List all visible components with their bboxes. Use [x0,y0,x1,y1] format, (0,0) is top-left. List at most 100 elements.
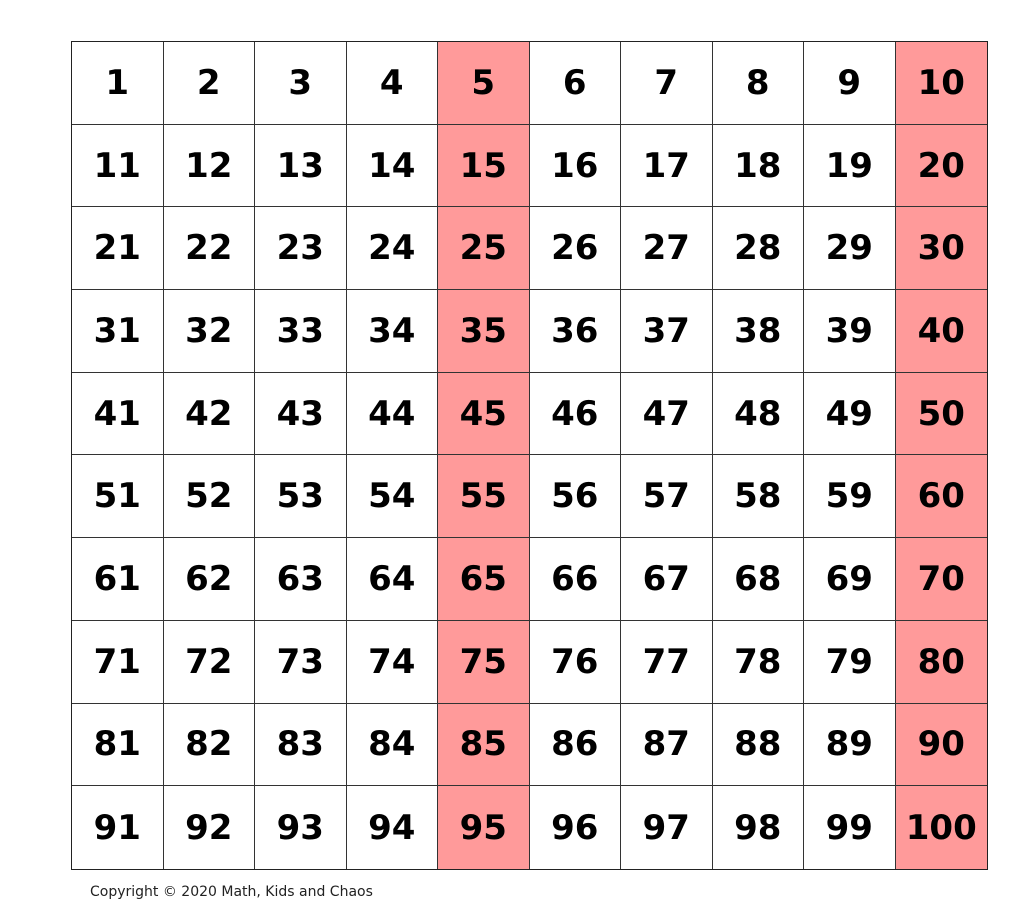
number-cell: 29 [804,207,896,291]
number-cell: 52 [163,455,255,539]
number-cell: 48 [712,372,804,456]
number-cell: 27 [621,207,713,291]
number-cell: 7 [621,42,713,125]
number-cell: 20 [895,124,987,208]
number-cell: 2 [163,42,255,125]
number-cell: 1 [72,42,164,125]
number-cell: 63 [255,538,347,621]
number-cell: 38 [712,290,804,373]
number-cell: 58 [712,455,804,539]
number-cell: 9 [804,42,896,125]
number-cell: 64 [346,538,438,621]
number-cell: 68 [712,538,804,621]
number-cell: 41 [72,372,164,456]
number-cell: 54 [346,455,438,539]
number-cell: 99 [804,786,896,869]
number-cell: 32 [163,290,255,373]
number-cell: 26 [529,207,621,291]
number-cell: 50 [895,372,987,456]
number-cell: 93 [255,786,347,869]
number-cell: 95 [438,786,530,869]
number-cell: 82 [163,703,255,787]
number-cell: 83 [255,703,347,787]
number-cell: 21 [72,207,164,291]
number-cell: 17 [621,124,713,208]
copyright-text: Copyright © 2020 Math, Kids and Chaos [90,884,373,900]
number-cell: 86 [529,703,621,787]
number-cell: 43 [255,372,347,456]
number-cell: 51 [72,455,164,539]
number-cell: 19 [804,124,896,208]
number-cell: 15 [438,124,530,208]
number-cell: 79 [804,620,896,704]
number-cell: 39 [804,290,896,373]
number-cell: 28 [712,207,804,291]
number-cell: 91 [72,786,164,869]
number-cell: 78 [712,620,804,704]
number-cell: 16 [529,124,621,208]
number-cell: 45 [438,372,530,456]
number-cell: 18 [712,124,804,208]
number-cell: 94 [346,786,438,869]
number-cell: 14 [346,124,438,208]
number-cell: 24 [346,207,438,291]
number-cell: 40 [895,290,987,373]
number-cell: 22 [163,207,255,291]
number-cell: 89 [804,703,896,787]
number-cell: 3 [255,42,347,125]
number-cell: 4 [346,42,438,125]
number-cell: 97 [621,786,713,869]
number-cell: 66 [529,538,621,621]
number-cell: 34 [346,290,438,373]
number-cell: 96 [529,786,621,869]
number-cell: 85 [438,703,530,787]
number-cell: 44 [346,372,438,456]
number-cell: 88 [712,703,804,787]
number-cell: 6 [529,42,621,125]
number-cell: 92 [163,786,255,869]
number-cell: 67 [621,538,713,621]
number-cell: 56 [529,455,621,539]
number-cell: 62 [163,538,255,621]
number-cell: 10 [895,42,987,125]
number-cell: 69 [804,538,896,621]
number-cell: 46 [529,372,621,456]
number-cell: 70 [895,538,987,621]
number-cell: 59 [804,455,896,539]
number-cell: 53 [255,455,347,539]
number-cell: 36 [529,290,621,373]
number-cell: 11 [72,124,164,208]
number-cell: 31 [72,290,164,373]
number-cell: 8 [712,42,804,125]
number-cell: 35 [438,290,530,373]
number-cell: 100 [895,786,987,869]
number-cell: 98 [712,786,804,869]
number-cell: 77 [621,620,713,704]
number-cell: 71 [72,620,164,704]
number-cell: 47 [621,372,713,456]
number-cell: 33 [255,290,347,373]
number-cell: 75 [438,620,530,704]
number-cell: 60 [895,455,987,539]
number-cell: 80 [895,620,987,704]
number-cell: 37 [621,290,713,373]
number-cell: 73 [255,620,347,704]
number-cell: 12 [163,124,255,208]
number-cell: 13 [255,124,347,208]
number-cell: 90 [895,703,987,787]
number-cell: 23 [255,207,347,291]
number-cell: 61 [72,538,164,621]
number-cell: 42 [163,372,255,456]
number-cell: 5 [438,42,530,125]
number-cell: 76 [529,620,621,704]
number-cell: 57 [621,455,713,539]
number-cell: 30 [895,207,987,291]
number-cell: 84 [346,703,438,787]
number-cell: 72 [163,620,255,704]
hundreds-chart: 1 2 3 4 5 6 7 8 9 10 11 12 13 14 15 16 17 18 19 20 21 22 23 24 2… [71,41,988,870]
number-cell: 74 [346,620,438,704]
number-cell: 25 [438,207,530,291]
number-cell: 81 [72,703,164,787]
number-cell: 55 [438,455,530,539]
number-cell: 49 [804,372,896,456]
